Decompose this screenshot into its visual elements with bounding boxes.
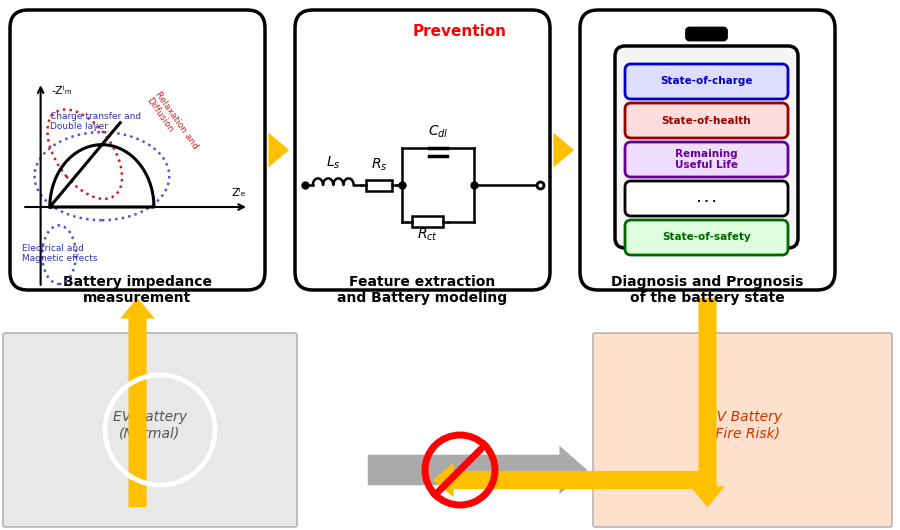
Text: Prevention: Prevention	[413, 24, 507, 40]
FancyBboxPatch shape	[625, 220, 788, 255]
FancyBboxPatch shape	[615, 46, 798, 248]
FancyBboxPatch shape	[625, 103, 788, 138]
FancyBboxPatch shape	[295, 10, 550, 290]
FancyBboxPatch shape	[687, 28, 726, 40]
Text: State-of-charge: State-of-charge	[661, 76, 752, 86]
FancyBboxPatch shape	[3, 333, 297, 527]
Text: Charge transfer and
Double layer: Charge transfer and Double layer	[50, 112, 141, 131]
Text: EV Battery
(Normal): EV Battery (Normal)	[112, 410, 187, 440]
Text: State-of-health: State-of-health	[662, 116, 752, 126]
Text: $R_s$: $R_s$	[371, 156, 387, 173]
FancyBboxPatch shape	[10, 10, 265, 290]
Text: State-of-safety: State-of-safety	[662, 233, 751, 243]
Bar	[366, 180, 392, 190]
Bar	[412, 216, 443, 227]
FancyBboxPatch shape	[625, 142, 788, 177]
Text: $L_s$: $L_s$	[326, 155, 340, 171]
Text: Remaining
Useful Life: Remaining Useful Life	[675, 149, 738, 170]
Text: Relaxation and
Diffusion: Relaxation and Diffusion	[145, 90, 200, 156]
Text: -Zᴵₘ: -Zᴵₘ	[52, 86, 72, 96]
Text: Diagnosis and Prognosis
of the battery state: Diagnosis and Prognosis of the battery s…	[611, 275, 804, 305]
Text: Zᴵₑ: Zᴵₑ	[231, 188, 246, 198]
FancyBboxPatch shape	[625, 64, 788, 99]
FancyBboxPatch shape	[593, 333, 892, 527]
Text: Electrical and
Magnetic effects: Electrical and Magnetic effects	[22, 244, 98, 263]
Text: Battery impedance
measurement: Battery impedance measurement	[63, 275, 212, 305]
Text: . . .: . . .	[697, 193, 716, 204]
Text: Feature extraction
and Battery modeling: Feature extraction and Battery modeling	[338, 275, 508, 305]
Text: EV Battery
(Fire Risk): EV Battery (Fire Risk)	[708, 410, 782, 440]
FancyBboxPatch shape	[580, 10, 835, 290]
Text: $R_{ct}$: $R_{ct}$	[417, 226, 438, 243]
Text: $C_{dl}$: $C_{dl}$	[428, 123, 448, 140]
FancyBboxPatch shape	[625, 181, 788, 216]
